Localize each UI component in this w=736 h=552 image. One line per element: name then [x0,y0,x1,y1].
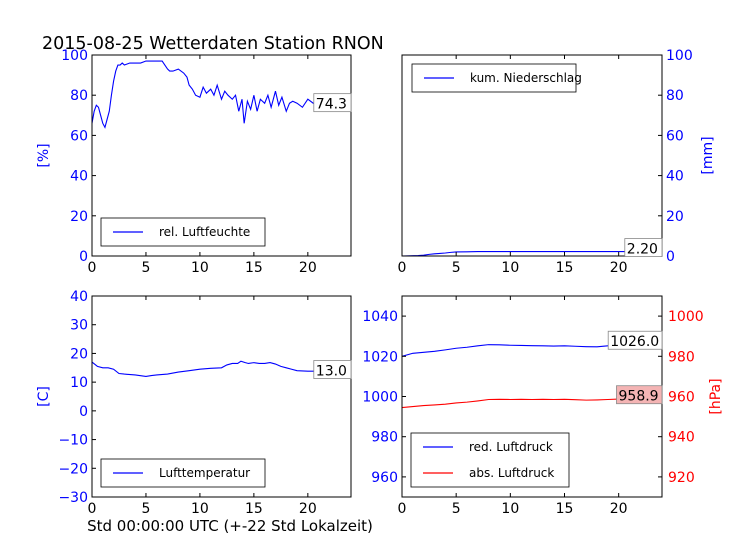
precipitation-panel: 0 5 10 15 20 0 20 40 60 80 100 [mm] 2.20 kum. Nieders… [398,48,716,276]
humidity-last-value-box [313,93,352,113]
temperature-ytick-label: 30 [70,318,88,334]
humidity-xtick-label: 0 [88,260,97,276]
temperature-last-value-box [313,360,352,379]
pressure-panel: 0 5 10 15 20 960 980 1000 1020 1040 920 940 960 980 10… [362,295,724,517]
humidity-ylabel: [%] [36,143,52,167]
humidity-xtick-label: 10 [191,260,209,276]
temperature-ytick-label: −20 [58,461,88,477]
precipitation-ytick-label: 40 [666,169,684,185]
temperature-ytick-label: 20 [70,346,88,362]
precipitation-ylabel: [mm] [700,136,716,174]
precipitation-xtick-label: 15 [556,260,574,276]
pressure-last-value: 1026.0 [610,334,659,350]
temperature-series-line-0 [92,360,351,377]
humidity-ytick-label: 80 [70,88,88,104]
humidity-ytick-label: 0 [79,249,88,265]
humidity-xtick-label: 5 [141,260,150,276]
humidity-panel: 0 5 10 15 20 0 20 40 60 80 100 [%] 74.3 rel. Luftfeuc… [36,48,352,276]
pressure-legend-box [410,432,570,488]
pressure-xtick-label: 0 [398,501,407,517]
temperature-ytick-label: 0 [79,404,88,420]
temperature-ytick-label: 10 [70,375,88,391]
temperature-ylabel: [C] [36,386,52,407]
pressure-last-value2-box [616,385,663,405]
precipitation-ytick-label: 60 [666,128,684,144]
figure-title: 2015-08-25 Wetterdaten Station RNON [42,34,384,54]
precipitation-legend-label: kum. Niederschlag [470,71,582,85]
pressure-ytick-label: 980 [371,430,398,446]
pressure-y2tick-label: 940 [668,430,695,446]
temperature-frame [91,295,352,498]
pressure-last-value2: 958.9 [619,389,659,405]
temperature-legend-label: Lufttemperatur [159,466,250,480]
temperature-xtick-label: 15 [245,501,263,517]
humidity-xtick-label: 15 [245,260,263,276]
temperature-last-value: 13.0 [316,364,347,380]
precipitation-ytick-label: 20 [666,209,684,225]
temperature-legend: Lufttemperatur [100,458,266,488]
humidity-ytick-label: 60 [70,128,88,144]
humidity-legend-label: rel. Luftfeuchte [159,225,250,239]
precipitation-ytick-label: 80 [666,88,684,104]
temperature-xtick-label: 5 [141,501,150,517]
precipitation-last-value: 2.20 [627,242,658,258]
humidity-ytick-label: 100 [61,48,88,64]
pressure-legend-label: abs. Luftdruck [469,466,554,480]
pressure-xtick-label: 5 [452,501,461,517]
precipitation-ytick-label: 0 [666,249,675,265]
pressure-y2tick-label: 980 [668,349,695,365]
precipitation-legend: kum. Niederschlag [411,63,582,93]
precipitation-xtick-label: 0 [398,260,407,276]
humidity-ytick-label: 40 [70,169,88,185]
precipitation-frame [401,54,663,257]
pressure-ytick-label: 1020 [362,349,398,365]
precipitation-xtick-label: 20 [610,260,628,276]
precipitation-series-line-0 [402,251,662,256]
humidity-frame [91,54,352,257]
humidity-last-value: 74.3 [316,97,347,113]
pressure-ytick-label: 1040 [362,309,398,325]
pressure-last-value-box [607,330,663,350]
temperature-ytick-label: −10 [58,433,88,449]
precipitation-xtick-label: 10 [501,260,519,276]
pressure-xtick-label: 10 [501,501,519,517]
pressure-ytick-label: 1000 [362,390,398,406]
humidity-series-line-0 [92,60,351,129]
pressure-y2tick-label: 920 [668,470,695,486]
temperature-panel: 0 5 10 15 20 −30 −20 −10 0 10 20 30 40 [C] 13.0 Lufttem… [36,289,352,517]
pressure-xtick-label: 15 [556,501,574,517]
temperature-xtick-label: 20 [299,501,317,517]
precipitation-last-value-box [624,238,663,257]
humidity-xtick-label: 20 [299,260,317,276]
humidity-ytick-label: 20 [70,209,88,225]
temperature-ytick-label: 40 [70,289,88,305]
pressure-legend-label: red. Luftdruck [469,440,553,454]
humidity-legend: rel. Luftfeuchte [100,217,266,247]
precipitation-xtick-label: 5 [452,260,461,276]
temperature-xtick-label: 0 [88,501,97,517]
x-axis-label: Std 00:00:00 UTC (+-22 Std Lokalzeit) [87,517,373,535]
pressure-y2tick-label: 960 [668,390,695,406]
temperature-ytick-label: −30 [58,490,88,506]
temperature-xtick-label: 10 [191,501,209,517]
pressure-ytick-label: 960 [371,470,398,486]
precipitation-ytick-label: 100 [666,48,693,64]
pressure-y2tick-label: 1000 [668,309,704,325]
pressure-y2label: [hPa] [708,378,724,414]
pressure-legend: red. Luftdruck abs. Luftdruck [410,432,570,488]
pressure-xtick-label: 20 [610,501,628,517]
